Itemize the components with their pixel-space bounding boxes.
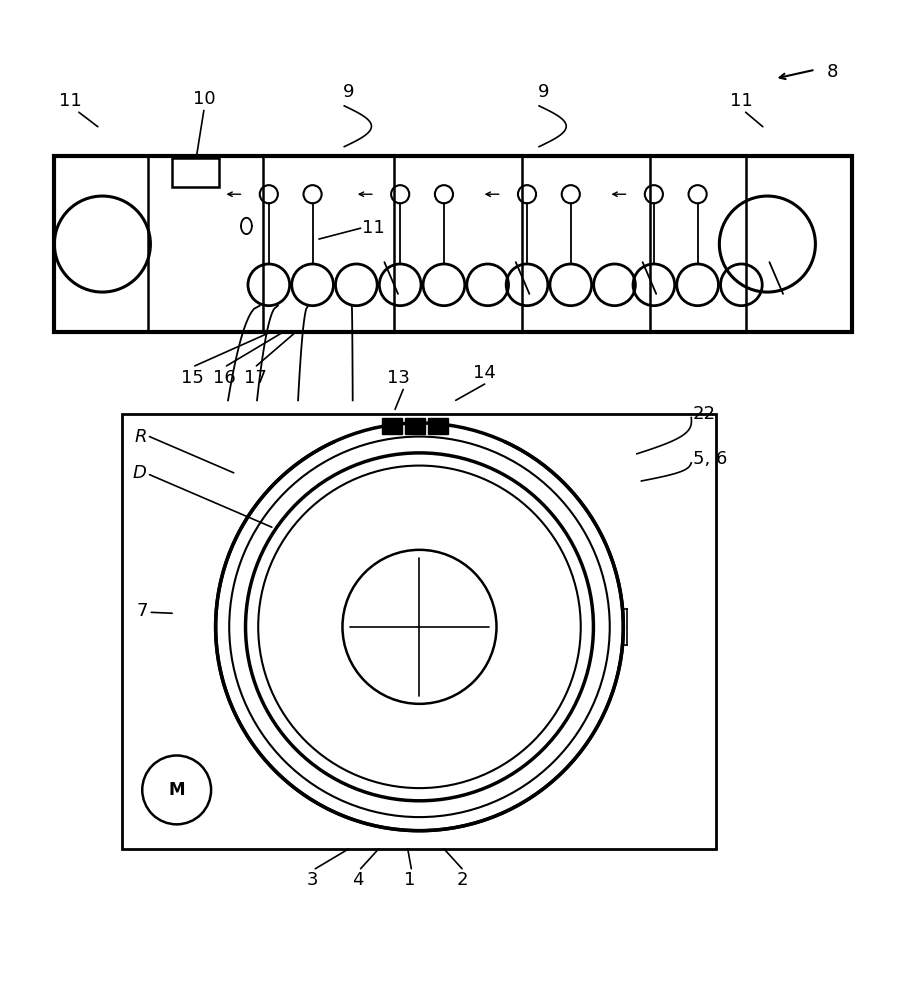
Text: 3: 3 xyxy=(307,871,318,889)
Text: D: D xyxy=(133,464,147,482)
Text: 13: 13 xyxy=(387,369,410,387)
Text: 15: 15 xyxy=(180,369,204,387)
Text: 1: 1 xyxy=(404,871,415,889)
Text: 2: 2 xyxy=(457,871,467,889)
Bar xyxy=(405,418,425,434)
Text: R: R xyxy=(134,428,147,446)
Bar xyxy=(54,156,852,332)
Text: 10: 10 xyxy=(193,90,215,108)
Text: 9: 9 xyxy=(343,83,354,101)
Bar xyxy=(172,158,219,187)
Bar xyxy=(122,414,716,849)
Text: 11: 11 xyxy=(729,92,753,110)
Text: 17: 17 xyxy=(244,369,267,387)
Bar xyxy=(428,418,448,434)
Text: 4: 4 xyxy=(352,871,363,889)
Text: 8: 8 xyxy=(827,63,839,81)
Text: 11: 11 xyxy=(59,92,82,110)
Text: M: M xyxy=(169,781,185,799)
Bar xyxy=(382,418,402,434)
Text: 16: 16 xyxy=(213,369,236,387)
Text: 5, 6: 5, 6 xyxy=(693,450,728,468)
Text: 11: 11 xyxy=(362,219,385,237)
Text: 7: 7 xyxy=(136,602,148,620)
Text: 22: 22 xyxy=(693,405,716,423)
Text: 9: 9 xyxy=(538,83,549,101)
Text: 14: 14 xyxy=(473,364,496,382)
